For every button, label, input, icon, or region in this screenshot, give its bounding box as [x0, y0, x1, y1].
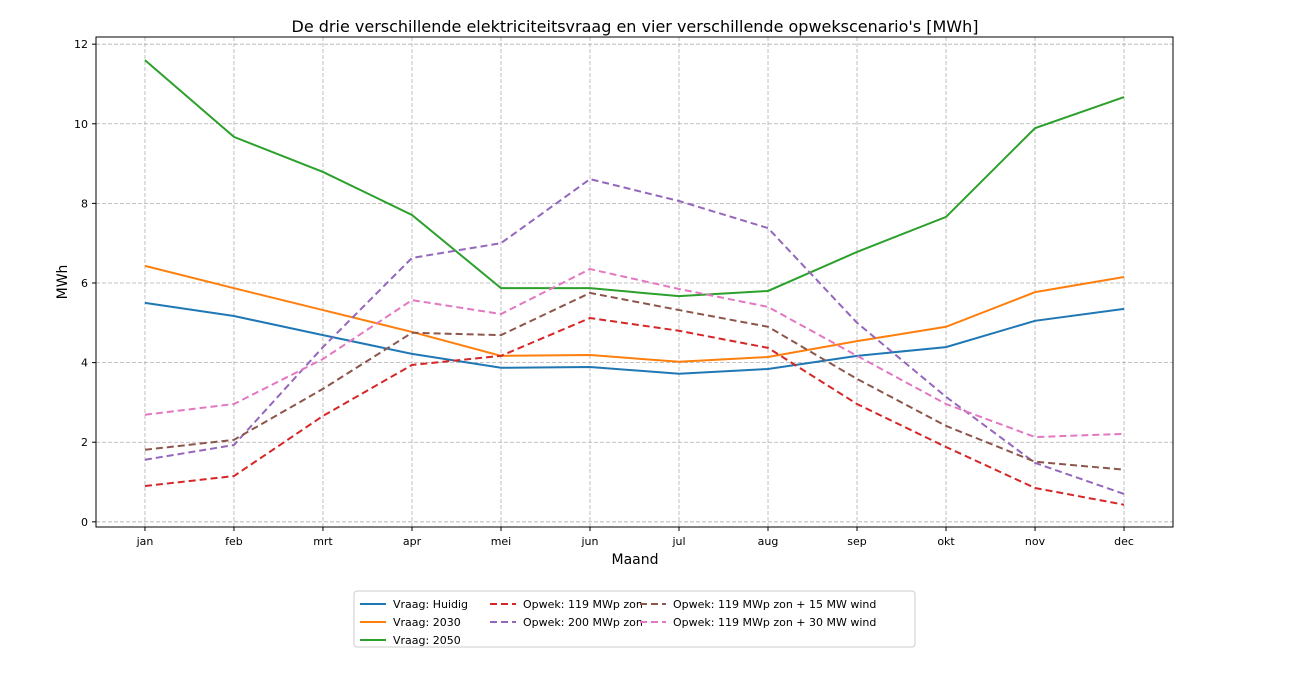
series-line-2: [144, 59, 1125, 298]
legend-label: Opwek: 119 MWp zon + 15 MW wind: [673, 598, 876, 611]
x-tick-label: nov: [1025, 535, 1046, 548]
x-axis-label: Maand: [612, 552, 659, 568]
x-tick-label: apr: [403, 535, 422, 548]
legend: Vraag: Huidig Vraag: 2030 Vraag: 2050 Opwek…: [353, 590, 916, 648]
y-tick-label: 10: [74, 118, 88, 131]
y-tick-label: 4: [81, 357, 88, 370]
x-tick-label: aug: [758, 535, 779, 548]
legend-label: Vraag: 2030: [393, 616, 461, 629]
plot-frame: [95, 36, 1174, 528]
y-tick-label: 12: [74, 38, 88, 51]
x-tick-label: jul: [671, 535, 685, 548]
series-line-3: [144, 316, 1125, 506]
x-tick-label: jun: [580, 535, 598, 548]
y-axis-label: MWh: [55, 265, 71, 300]
y-tick-label: 2: [81, 436, 88, 449]
x-tick-label: mrt: [313, 535, 333, 548]
y-tick-label: 6: [81, 277, 88, 290]
x-tick-label: mei: [491, 535, 512, 548]
legend-label: Vraag: 2050: [393, 634, 461, 647]
x-tick-label: sep: [847, 535, 866, 548]
series-line-4: [144, 178, 1125, 495]
x-tick-label: feb: [225, 535, 243, 548]
series-line-6: [144, 268, 1125, 439]
legend-label: Opwek: 200 MWp zon: [523, 616, 643, 629]
series-lines: [144, 59, 1125, 506]
chart-title: De drie verschillende elektriciteitsvraa…: [292, 17, 979, 36]
ticks: jan feb mrt apr mei jun jul aug sep okt nov dec 0 2 4 6…: [74, 38, 1134, 548]
series-line-1: [144, 264, 1125, 363]
legend-label: Vraag: Huidig: [393, 598, 468, 611]
y-tick-label: 0: [81, 516, 88, 529]
series-line-0: [144, 301, 1125, 375]
x-tick-label: okt: [937, 535, 955, 548]
x-tick-label: jan: [136, 535, 154, 548]
series-line-5: [144, 291, 1125, 471]
grid: [96, 37, 1173, 527]
y-tick-label: 8: [81, 197, 88, 210]
legend-label: Opwek: 119 MWp zon + 30 MW wind: [673, 616, 876, 629]
x-tick-label: dec: [1114, 535, 1134, 548]
legend-label: Opwek: 119 MWp zon: [523, 598, 643, 611]
